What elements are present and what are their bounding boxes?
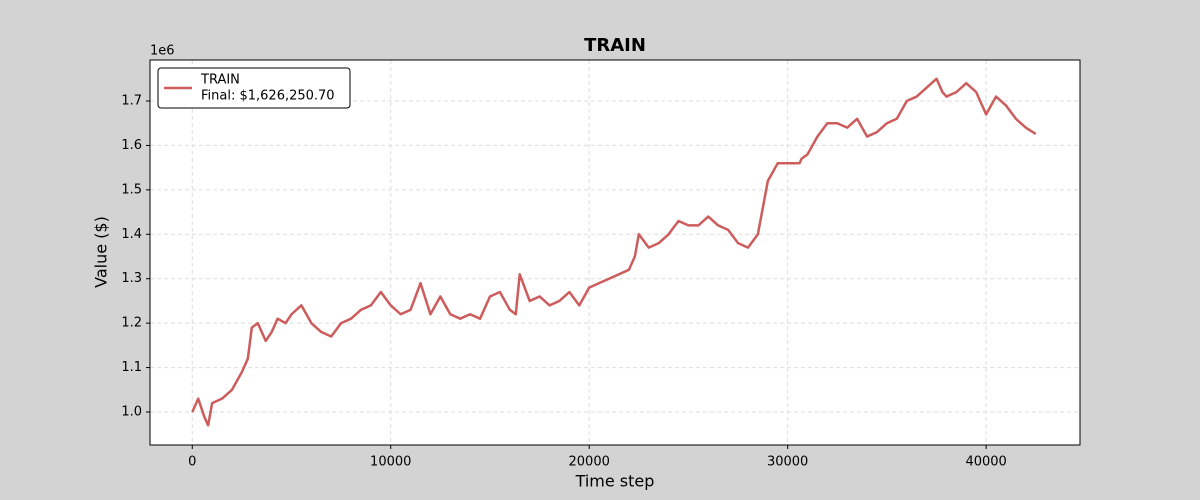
y-offset-label: 1e6 <box>150 44 175 59</box>
legend-box <box>157 67 351 109</box>
legend-label: TRAIN <box>200 73 240 88</box>
x-tick-label: 20000 <box>569 455 610 470</box>
data-line <box>191 77 1037 427</box>
y-tick-label: 1.0 <box>121 404 142 419</box>
y-tick-label: 1.2 <box>121 316 142 331</box>
x-tick-label: 30000 <box>767 455 808 470</box>
legend-final: Final: $1,626,250.70 <box>201 89 335 104</box>
y-tick-label: 1.4 <box>121 227 142 242</box>
y-tick-label: 1.1 <box>121 360 142 375</box>
y-tick-label: 1.3 <box>121 271 142 286</box>
x-tick-label: 10000 <box>370 455 411 470</box>
x-axis-label: Time step <box>575 472 655 491</box>
y-tick-label: 1.7 <box>121 94 142 109</box>
y-axis-label: Value ($) <box>92 216 111 288</box>
x-tick-label: 0 <box>188 455 196 470</box>
y-tick-label: 1.6 <box>121 138 142 153</box>
chart-title: TRAIN <box>584 35 646 56</box>
plot-area <box>150 60 1080 445</box>
y-tick-label: 1.5 <box>121 182 142 197</box>
x-tick-label: 40000 <box>965 455 1006 470</box>
axes-frame <box>149 59 1081 446</box>
